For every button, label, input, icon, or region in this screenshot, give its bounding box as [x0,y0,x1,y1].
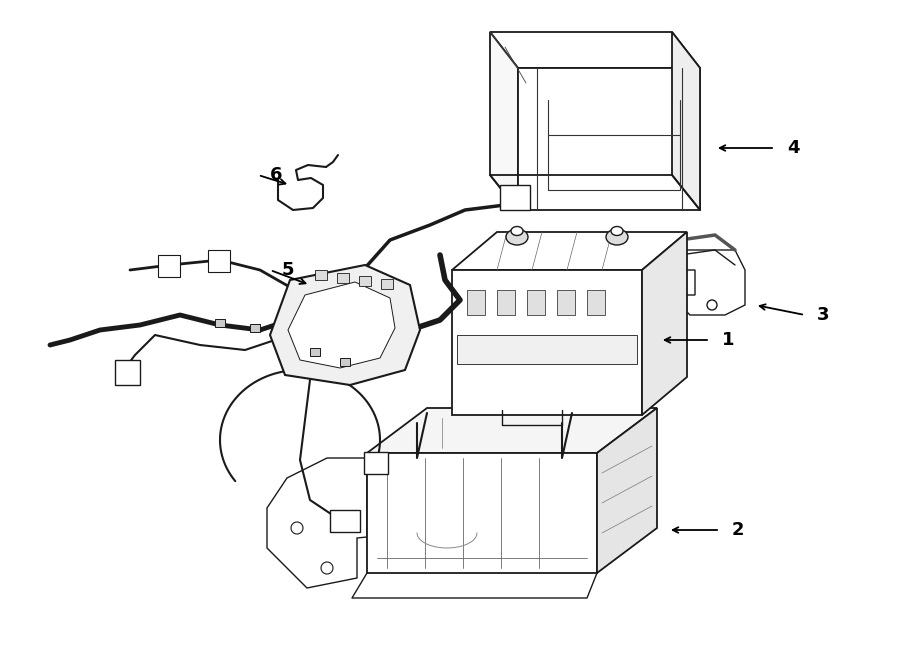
Bar [250,324,260,332]
Text: 1: 1 [722,331,734,349]
Ellipse shape [665,255,675,265]
Text: 4: 4 [787,139,799,157]
Bar [467,290,485,315]
Bar [367,453,597,573]
Polygon shape [490,32,700,68]
Polygon shape [158,255,180,277]
Text: 3: 3 [817,306,830,324]
Polygon shape [597,408,657,573]
Bar [381,279,393,289]
Polygon shape [364,451,388,474]
Bar [359,276,371,286]
Polygon shape [208,250,230,272]
Polygon shape [115,360,140,385]
Ellipse shape [606,229,628,245]
Ellipse shape [506,229,528,245]
Bar [340,358,350,366]
Polygon shape [518,68,700,210]
Bar [587,290,605,315]
Polygon shape [288,282,395,368]
Bar [457,335,637,364]
Ellipse shape [511,227,523,235]
Polygon shape [660,250,745,315]
Bar [527,290,545,315]
Bar [337,273,349,283]
Polygon shape [367,408,657,453]
Polygon shape [330,510,360,532]
Bar [557,290,575,315]
Bar [215,319,225,327]
Bar [497,290,515,315]
Polygon shape [490,32,518,210]
Ellipse shape [611,227,623,235]
Polygon shape [500,185,530,210]
Ellipse shape [321,562,333,574]
Polygon shape [267,458,367,588]
Text: 6: 6 [270,166,283,184]
Ellipse shape [291,522,303,534]
Bar [315,270,327,280]
Bar [310,348,320,356]
Ellipse shape [707,300,717,310]
Text: 2: 2 [732,521,744,539]
Polygon shape [672,32,700,210]
Text: 5: 5 [282,261,294,279]
Bar [452,270,642,415]
Polygon shape [642,232,687,415]
Polygon shape [452,232,687,270]
Polygon shape [270,265,420,385]
